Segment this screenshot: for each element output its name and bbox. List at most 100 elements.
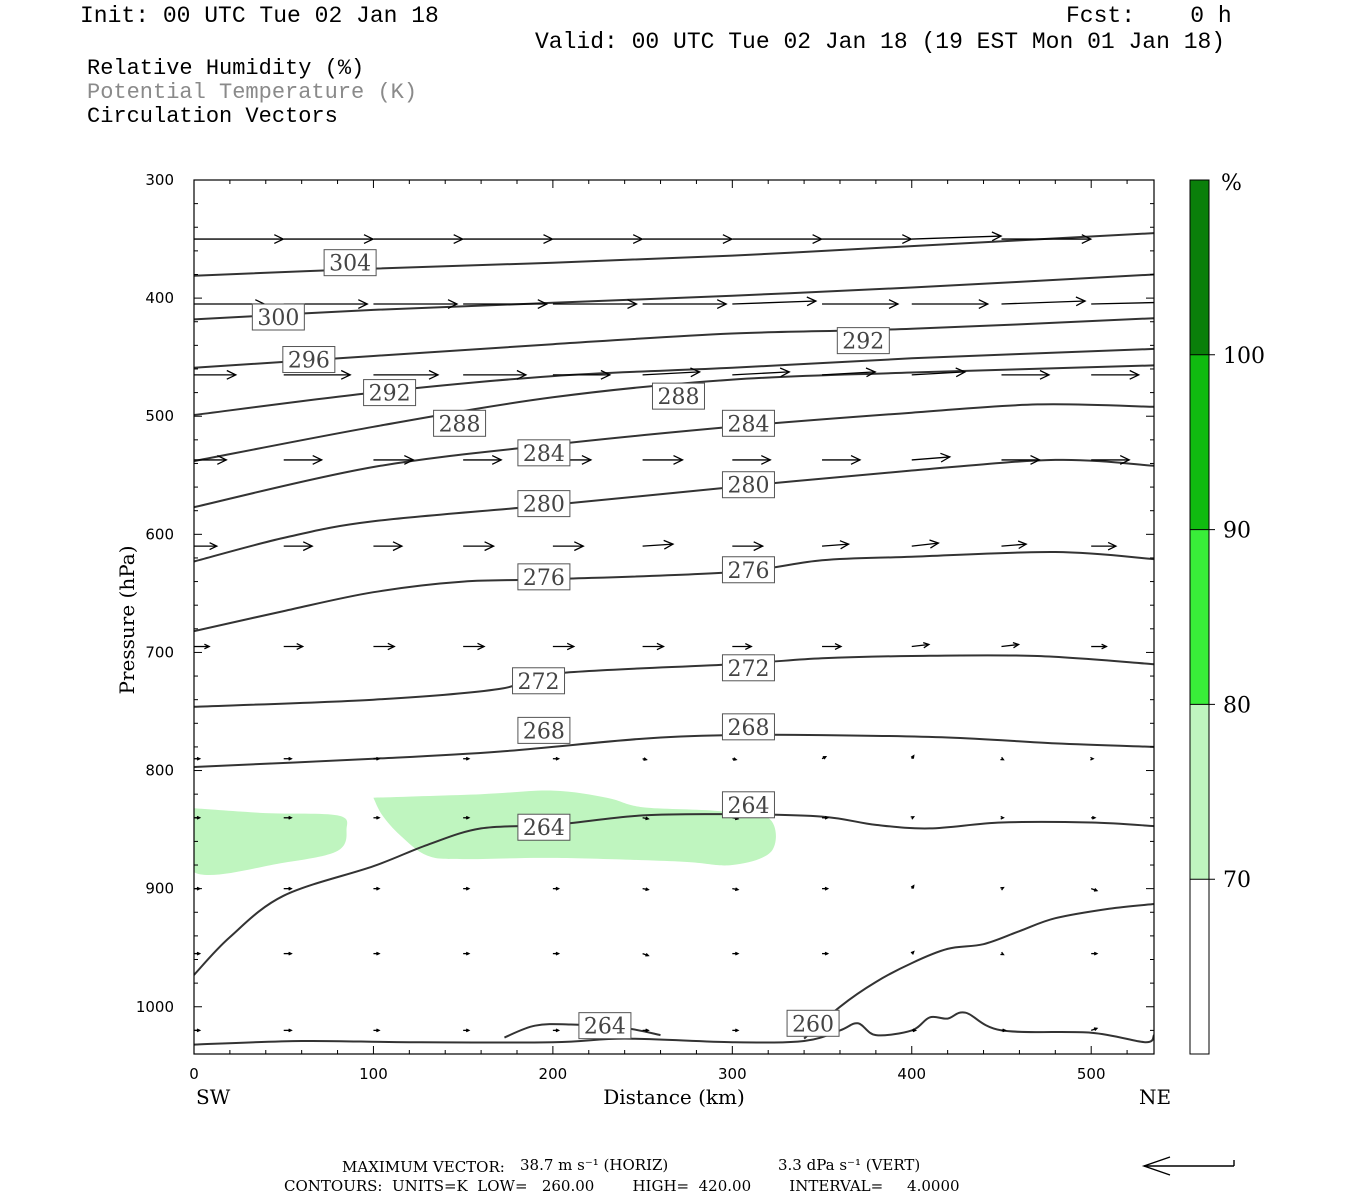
vector-head (209, 542, 219, 551)
legend-rh: Relative Humidity (%) (87, 56, 365, 81)
theta-contour-292-3 (194, 347, 1154, 416)
vector-head (376, 1028, 381, 1033)
contour-label-284-7: 284 (523, 442, 565, 467)
circulation-vector (283, 951, 293, 956)
circulation-vector (910, 754, 915, 760)
vector-head (912, 1028, 918, 1033)
contour-label-292-4: 292 (842, 330, 884, 355)
contour-label-box-0 (323, 249, 377, 277)
circulation-vector (1001, 369, 1051, 380)
circulation-vector (911, 299, 990, 309)
vector-head (1000, 756, 1005, 761)
circulation-vector (1000, 756, 1005, 761)
vector-head (465, 1028, 471, 1033)
circulation-vector (911, 641, 931, 649)
circulation-vector (283, 815, 293, 820)
theta-contour-264-19 (504, 1023, 661, 1039)
circulation-vector (732, 887, 740, 892)
vector-head (673, 455, 684, 465)
circulation-vector (1091, 951, 1099, 956)
vector-head (363, 234, 375, 244)
vector-head (387, 642, 396, 651)
circulation-vector (1091, 369, 1141, 380)
circulation-vector (1090, 756, 1095, 761)
vector-head (288, 756, 293, 761)
vector-head (627, 299, 638, 309)
circulation-vector (911, 1028, 918, 1033)
colorbar-segment-4 (1190, 180, 1209, 355)
vector-head (1000, 815, 1005, 820)
contours-info: CONTOURS: UNITS=K LOW= 260.00 HIGH= 420.… (284, 1177, 960, 1195)
vector-head (555, 951, 561, 956)
theta-contour-272-13 (194, 654, 1154, 708)
contour-label-264-19: 264 (584, 1015, 626, 1040)
contour-label-box-5 (433, 409, 487, 437)
vector-head (288, 1028, 293, 1033)
circulation-vector (822, 299, 900, 309)
vector-head (1000, 886, 1005, 891)
contour-label-264-18: 264 (727, 794, 769, 819)
vector-head (217, 455, 228, 465)
x-tick-label: 500 (1077, 1065, 1106, 1083)
circulation-vector (463, 455, 503, 465)
vector-head (302, 541, 314, 552)
contour-label-264-17: 264 (523, 816, 565, 841)
circulation-vector (373, 951, 381, 956)
contour-label-box-14 (721, 654, 775, 682)
circulation-vector (194, 369, 238, 380)
circulation-vector (463, 642, 486, 651)
contour-label-box-15 (517, 716, 571, 744)
y-tick-label: 300 (145, 171, 174, 189)
vector-head (645, 953, 650, 957)
colorbar-label: 90 (1223, 519, 1251, 544)
circulation-vector (732, 367, 791, 378)
vector-head (204, 643, 211, 650)
circulation-vector (373, 886, 381, 891)
x-tick-label: 300 (718, 1065, 747, 1083)
circulation-vector (463, 299, 549, 309)
circulation-vector (732, 541, 765, 552)
vector-head (274, 234, 285, 244)
vector-head (910, 816, 916, 820)
vector-head (340, 369, 352, 380)
circulation-vector (463, 756, 471, 761)
vector-head (1092, 815, 1097, 820)
circulation-vector (732, 757, 738, 761)
colorbar-unit: % (1221, 171, 1242, 196)
vector-head (722, 234, 734, 244)
contour-label-box-19 (578, 1012, 632, 1040)
max-vector-horiz: 38.7 m s⁻¹ (HORIZ) (520, 1156, 669, 1174)
theta-contours-layer (194, 232, 1154, 1046)
theta-contour-284-7 (194, 403, 1154, 509)
vector-head (600, 369, 612, 380)
contour-label-box-11 (517, 563, 571, 591)
circulation-vector (552, 1028, 561, 1033)
circulation-vector (642, 367, 702, 378)
vector-head (822, 756, 828, 760)
vector-head (1170, 298, 1179, 307)
circulation-vector (642, 952, 650, 957)
circulation-vector (194, 951, 202, 956)
vector-head (865, 367, 877, 378)
vector-head (296, 643, 305, 650)
vector-head (735, 1028, 740, 1033)
circulation-vector (283, 756, 293, 761)
vector-head (516, 369, 528, 380)
circulation-vector (822, 951, 830, 956)
contour-label-296-2: 296 (288, 349, 330, 374)
contour-label-292-3: 292 (369, 382, 411, 407)
vector-head (1107, 541, 1118, 551)
vector-head (1081, 234, 1093, 244)
forecast-hour: Fcst: 0 h (1066, 3, 1232, 29)
vector-head (812, 234, 824, 244)
vector-shaft (822, 371, 876, 376)
rh-shading-layer (194, 790, 776, 875)
vector-head (447, 299, 459, 309)
y-tick-label: 700 (145, 643, 174, 661)
vector-head (824, 951, 830, 956)
vector-head (1017, 540, 1028, 550)
vector-shaft (911, 542, 939, 547)
vector-head (358, 299, 369, 309)
rh-shade-region-0 (194, 808, 348, 875)
vector-head (663, 539, 675, 550)
